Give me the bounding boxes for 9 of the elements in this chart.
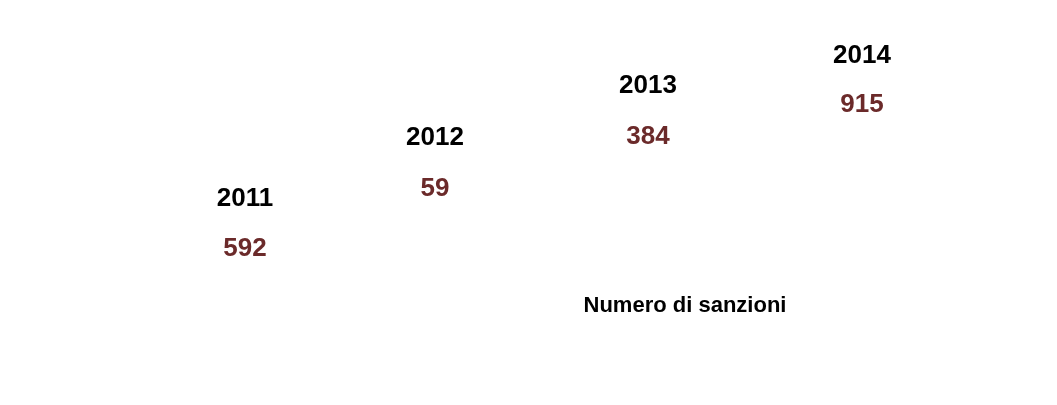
data-label: 592 [223, 232, 267, 262]
category-label: 2013 [619, 69, 677, 99]
data-label: 59 [420, 172, 450, 202]
data-label: 915 [840, 88, 884, 118]
text: Numero di sanzioni [583, 292, 787, 317]
data-label: 384 [626, 120, 671, 150]
category-label: 2012 [406, 121, 464, 151]
category-label: 2014 [833, 39, 892, 69]
category-label: 2011 [216, 182, 274, 212]
